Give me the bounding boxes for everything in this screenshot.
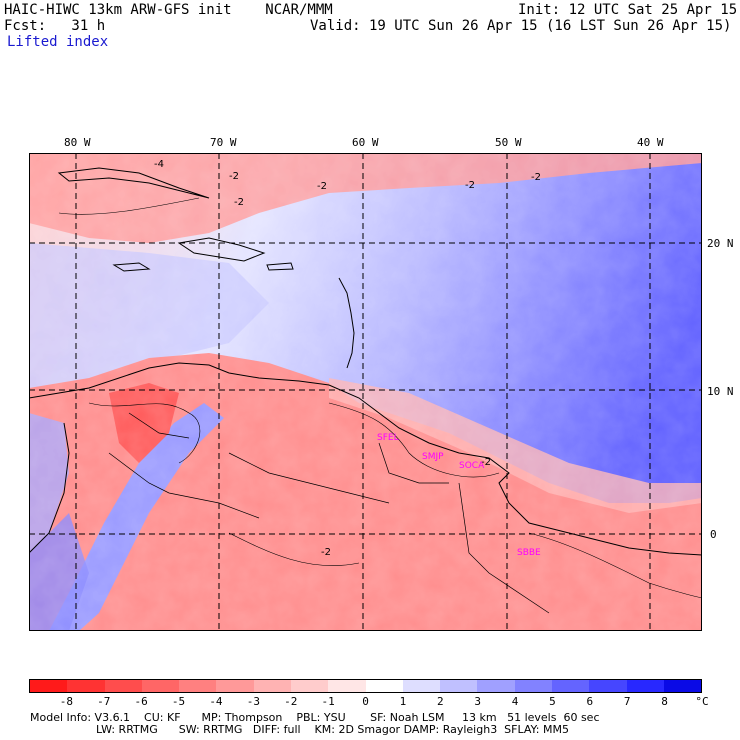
color-tick-label: 8 [661,695,668,708]
color-tick-label: -2 [284,695,297,708]
color-tick-label: -5 [172,695,185,708]
forecast-hour: Fcst: 31 h [4,18,105,34]
lon-label-40w: 40 W [637,136,664,149]
lifted-index-map: -4 -2 -2 -2 -2 -2 -2 -2 SFEL SMJP SOCA S… [29,153,702,631]
color-tick-label: -6 [135,695,148,708]
color-tick-label: 2 [437,695,444,708]
valid-time: Valid: 19 UTC Sun 26 Apr 15 (16 LST Sun … [310,18,731,34]
color-swatch [403,680,440,692]
color-swatch [440,680,477,692]
station-label: SMJP [422,452,444,462]
color-swatch [67,680,104,692]
lon-label-80w: 80 W [64,136,91,149]
color-scale-bar [29,679,702,693]
color-swatch [142,680,179,692]
contour-label: -2 [321,547,331,558]
lat-label-eq: 0 [710,528,717,541]
model-title: HAIC-HIWC 13km ARW-GFS init NCAR/MMM [4,2,333,18]
texture [29,153,702,631]
color-swatch [664,680,701,692]
lon-label-60w: 60 W [352,136,379,149]
color-scale-ticks: -8 -7 -6 -5 -4 -3 -2 -1 0 1 2 3 4 5 6 7 8 °C [0,695,740,709]
color-tick-label: 7 [624,695,631,708]
color-swatch [30,680,67,692]
color-tick-label: 3 [474,695,481,708]
color-swatch [552,680,589,692]
color-unit-label: °C [695,695,708,708]
lon-label-50w: 50 W [495,136,522,149]
station-label: SBBE [517,548,541,558]
init-time: Init: 12 UTC Sat 25 Apr 15 [518,2,737,18]
contour-label: -2 [317,181,327,192]
contour-label: -4 [154,159,164,170]
contour-label: -2 [531,172,541,183]
color-swatch [254,680,291,692]
color-swatch [328,680,365,692]
field-name: Lifted index [7,34,108,50]
model-info-line2: LW: RRTMG SW: RRTMG DIFF: full KM: 2D Sm… [96,724,569,736]
color-swatch [477,680,514,692]
color-tick-label: 5 [549,695,556,708]
contour-label: -2 [465,180,475,191]
color-swatch [105,680,142,692]
color-tick-label: -8 [60,695,73,708]
color-tick-label: 6 [587,695,594,708]
color-swatch [366,680,403,692]
contour-label: -2 [234,197,244,208]
color-tick-label: 4 [512,695,519,708]
color-swatch [179,680,216,692]
color-swatch [515,680,552,692]
color-swatch [589,680,626,692]
color-swatch [216,680,253,692]
color-tick-label: -1 [321,695,334,708]
color-tick-label: 0 [362,695,369,708]
lon-label-70w: 70 W [210,136,237,149]
lat-label-20n: 20 N [707,237,734,250]
color-tick-label: -7 [97,695,110,708]
color-tick-label: -4 [209,695,222,708]
lat-label-10n: 10 N [707,385,734,398]
color-swatch [291,680,328,692]
color-tick-label: -3 [247,695,260,708]
station-label: SOCA [459,461,485,471]
color-tick-label: 1 [400,695,407,708]
station-label: SFEL [377,433,399,443]
color-swatch [627,680,664,692]
contour-label: -2 [229,171,239,182]
